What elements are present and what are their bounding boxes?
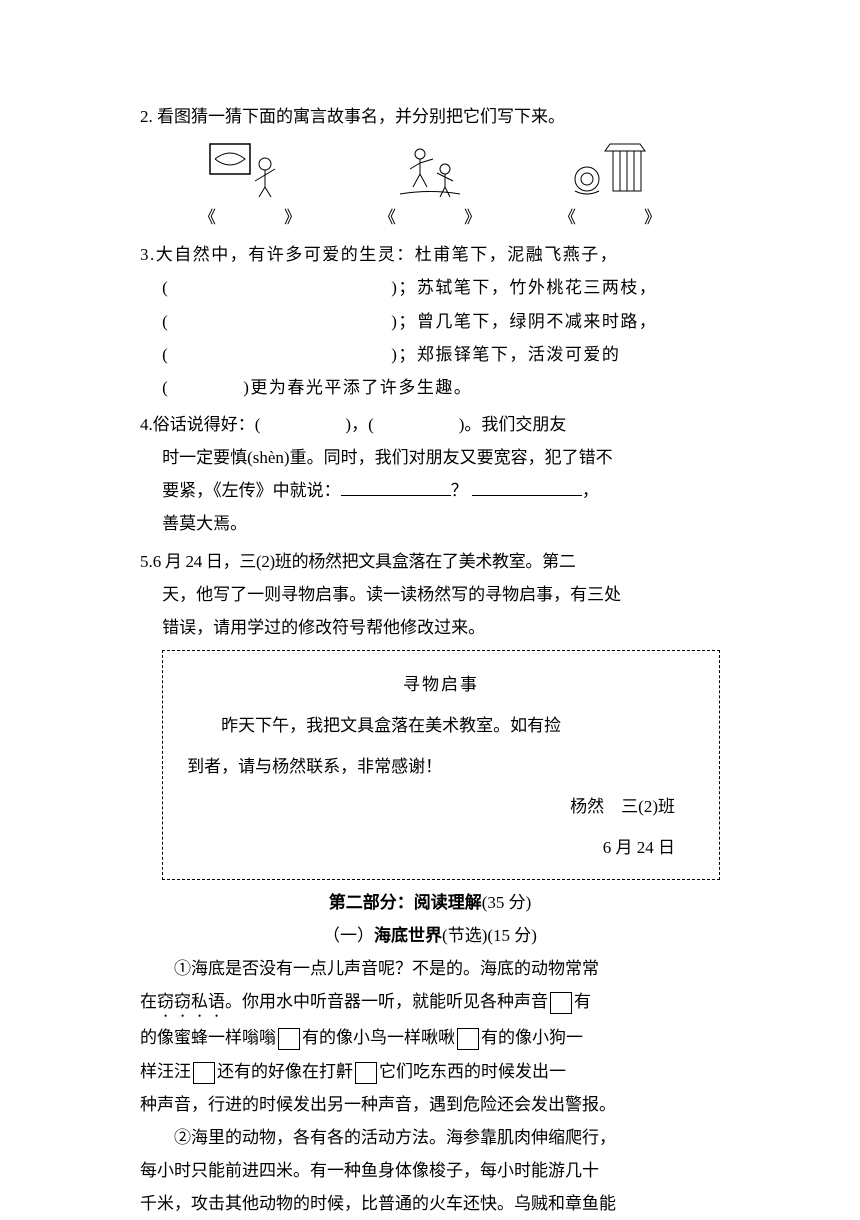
- notice-date: 6 月 24 日: [187, 828, 695, 869]
- punctuation-box-2[interactable]: [278, 1028, 300, 1050]
- fable-image-3: [565, 139, 655, 199]
- q4-number: 4.: [140, 415, 153, 434]
- question-2: 2. 看图猜一猜下面的寓言故事名，并分别把它们写下来。 《 》 《 》 《 》: [140, 100, 720, 234]
- part2-title: 第二部分：阅读理解(35 分): [140, 886, 720, 919]
- emphasized-phrase: 窃窃私语: [157, 992, 225, 1011]
- question-5: 5.6 月 24 日，三(2)班的杨然把文具盒落在了美术教室。第二 天，他写了一…: [140, 545, 720, 880]
- passage-p1b: 在窃窃私语。你用水中听音器一听，就能听见各种声音有: [140, 985, 720, 1021]
- q5-number: 5.: [140, 552, 153, 571]
- q4-line4: 善莫大焉。: [140, 507, 720, 540]
- fable-image-1: [205, 139, 295, 199]
- notice-body-2: 到者，请与杨然联系，非常感谢！: [187, 747, 695, 788]
- q4-underline-2[interactable]: [472, 476, 582, 496]
- q4-blank-2[interactable]: [374, 415, 459, 434]
- notice-title: 寻物启事: [187, 665, 695, 706]
- punctuation-box-4[interactable]: [193, 1062, 215, 1084]
- q3-line5: ( )更为春光平添了许多生趣。: [140, 371, 720, 404]
- q3-number: 3.: [140, 245, 156, 264]
- q3-blank-4[interactable]: [169, 378, 243, 397]
- passage-p1e: 种声音，行进的时候发出另一种声音，遇到危险还会发出警报。: [140, 1088, 720, 1121]
- q3-line3: ( )；曾几笔下，绿阴不减来时路，: [140, 305, 720, 338]
- punctuation-box-5[interactable]: [355, 1062, 377, 1084]
- notice-body-1: 昨天下午，我把文具盒落在美术教室。如有捡: [187, 706, 695, 747]
- passage-p2c: 千米，攻击其他动物的时候，比普通的火车还快。乌贼和章鱼能: [140, 1187, 720, 1220]
- q5-line2: 天，他写了一则寻物启事。读一读杨然写的寻物启事，有三处: [140, 578, 720, 611]
- passage-p2b: 每小时只能前进四米。有一种鱼身体像梭子，每小时能游几十: [140, 1154, 720, 1187]
- q4-line2: 时一定要慎(shèn)重。同时，我们对朋友又要宽容，犯了错不: [140, 441, 720, 474]
- notice-signature: 杨然 三(2)班: [187, 787, 695, 828]
- q5-line3: 错误，请用学过的修改符号帮他修改过来。: [140, 611, 720, 644]
- q4-underline-1[interactable]: [341, 476, 451, 496]
- q4-line3: 要紧，《左传》中就说：？ ，: [140, 474, 720, 507]
- q2-blank-3[interactable]: 《 》: [550, 201, 670, 234]
- q2-images-row: [140, 133, 720, 201]
- punctuation-box-3[interactable]: [457, 1028, 479, 1050]
- reading-passage: ①海底是否没有一点儿声音呢？不是的。海底的动物常常 在窃窃私语。你用水中听音器一…: [140, 952, 720, 1220]
- question-3: 3.大自然中，有许多可爱的生灵：杜甫笔下，泥融飞燕子， ( )；苏轼笔下，竹外桃…: [140, 238, 720, 404]
- punctuation-box-1[interactable]: [550, 992, 572, 1014]
- q2-prompt: 看图猜一猜下面的寓言故事名，并分别把它们写下来。: [157, 107, 565, 126]
- q4-blank-1[interactable]: [260, 415, 345, 434]
- part2-subtitle: （一）海底世界(节选)(15 分): [140, 919, 720, 952]
- q2-answer-row: 《 》 《 》 《 》: [140, 201, 720, 234]
- q2-blank-1[interactable]: 《 》: [190, 201, 310, 234]
- passage-p1c: 的像蜜蜂一样嗡嗡有的像小鸟一样啾啾有的像小狗一: [140, 1021, 720, 1054]
- passage-p1d: 样汪汪还有的好像在打鼾它们吃东西的时候发出一: [140, 1055, 720, 1088]
- q3-line2: ( )；苏轼笔下，竹外桃花三两枝，: [140, 271, 720, 304]
- q3-line1: 大自然中，有许多可爱的生灵：杜甫笔下，泥融飞燕子，: [156, 245, 619, 264]
- lost-notice-box: 寻物启事 昨天下午，我把文具盒落在美术教室。如有捡 到者，请与杨然联系，非常感谢…: [162, 650, 720, 880]
- q3-blank-1[interactable]: [169, 278, 391, 297]
- q3-blank-2[interactable]: [169, 312, 391, 331]
- q3-blank-3[interactable]: [169, 345, 391, 364]
- q5-line1: 6 月 24 日，三(2)班的杨然把文具盒落在了美术教室。第二: [153, 552, 576, 571]
- passage-p2a: ②海里的动物，各有各的活动方法。海参靠肌肉伸缩爬行，: [140, 1121, 720, 1154]
- fable-image-2: [385, 139, 475, 199]
- q2-blank-2[interactable]: 《 》: [370, 201, 490, 234]
- q2-number: 2.: [140, 107, 153, 126]
- q3-line4: ( )；郑振铎笔下，活泼可爱的: [140, 338, 720, 371]
- question-4: 4.俗话说得好：( )，( )。我们交朋友 时一定要慎(shèn)重。同时，我们…: [140, 408, 720, 541]
- passage-p1a: ①海底是否没有一点儿声音呢？不是的。海底的动物常常: [140, 952, 720, 985]
